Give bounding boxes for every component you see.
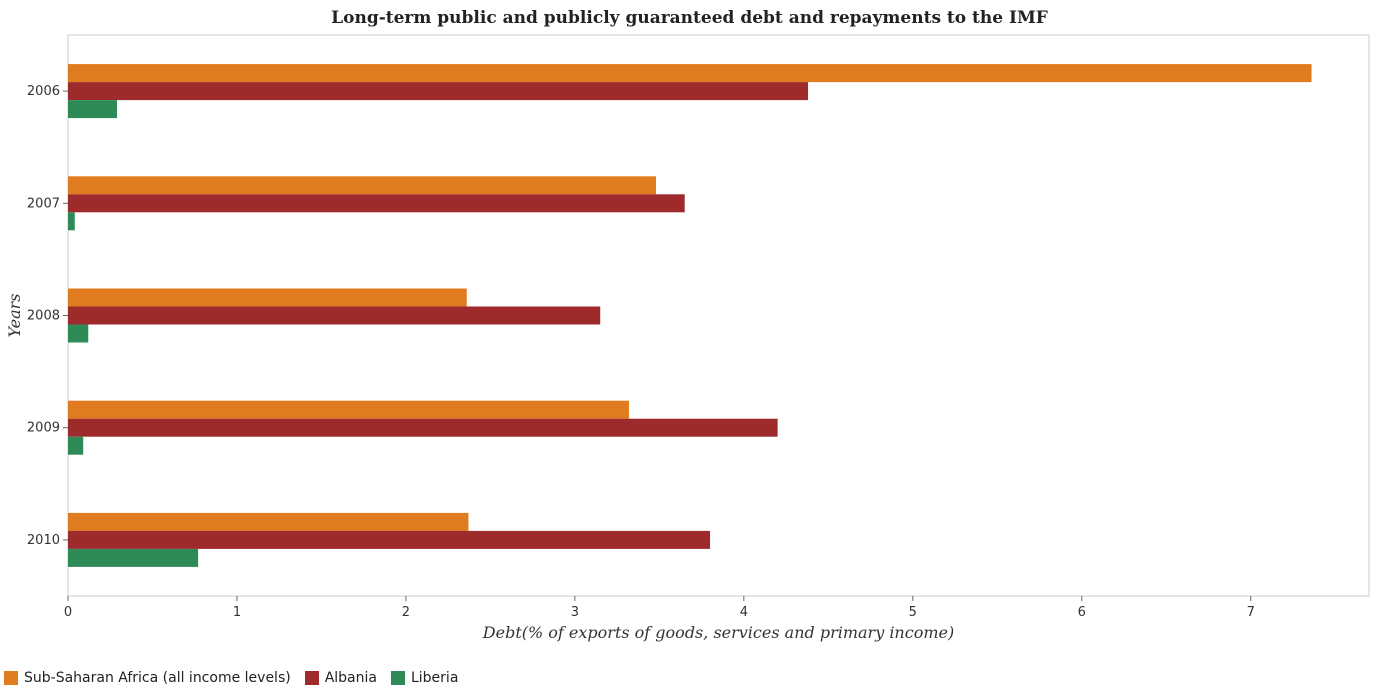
legend-item-2: Liberia <box>390 670 459 686</box>
legend-label-2: Liberia <box>410 670 459 686</box>
bar-2008-series-0 <box>68 288 467 307</box>
legend-swatch-0 <box>4 671 18 685</box>
legend-swatch-2 <box>390 671 405 685</box>
bar-2009-series-0 <box>68 400 629 419</box>
x-tick-label-2: 2 <box>402 605 410 620</box>
legend-label-1: Albania <box>324 670 377 686</box>
bar-2006-series-1 <box>68 82 809 101</box>
chart-title: Long-term public and publicly guaranteed… <box>331 8 1048 28</box>
bar-2008-series-2 <box>68 324 89 343</box>
bar-2010-series-0 <box>68 512 469 531</box>
x-tick-label-3: 3 <box>571 605 579 620</box>
x-tick-label-1: 1 <box>233 605 241 620</box>
chart-legend: Sub-Saharan Africa (all income levels) Al… <box>4 670 458 686</box>
y-tick-label-2009: 2009 <box>27 421 60 436</box>
x-tick-label-6: 6 <box>1078 605 1086 620</box>
bar-2009-series-1 <box>68 418 778 437</box>
bar-2010-series-2 <box>68 548 199 567</box>
bar-2007-series-0 <box>68 176 656 195</box>
y-tick-label-2006: 2006 <box>27 84 60 99</box>
bar-2006-series-2 <box>68 100 117 119</box>
legend-swatch-1 <box>304 671 319 685</box>
x-tick-label-5: 5 <box>909 605 917 620</box>
bar-2007-series-2 <box>68 212 75 231</box>
x-tick-label-4: 4 <box>740 605 748 620</box>
y-tick-label-2010: 2010 <box>27 533 60 548</box>
x-tick-label-7: 7 <box>1247 605 1255 620</box>
legend-item-0: Sub-Saharan Africa (all income levels) <box>4 670 291 686</box>
y-tick-label-2007: 2007 <box>27 196 60 211</box>
bar-2006-series-0 <box>68 64 1312 83</box>
x-axis-label: Debt(% of exports of goods, services and… <box>482 623 954 642</box>
x-tick-label-0: 0 <box>64 605 72 620</box>
bar-2010-series-1 <box>68 530 711 549</box>
bar-2009-series-2 <box>68 436 84 455</box>
y-tick-label-2008: 2008 <box>27 309 60 324</box>
legend-label-0: Sub-Saharan Africa (all income levels) <box>24 670 291 686</box>
bar-2008-series-1 <box>68 306 601 325</box>
y-axis-label: Years <box>5 293 24 337</box>
bar-2007-series-1 <box>68 194 685 213</box>
legend-item-1: Albania <box>304 670 377 686</box>
